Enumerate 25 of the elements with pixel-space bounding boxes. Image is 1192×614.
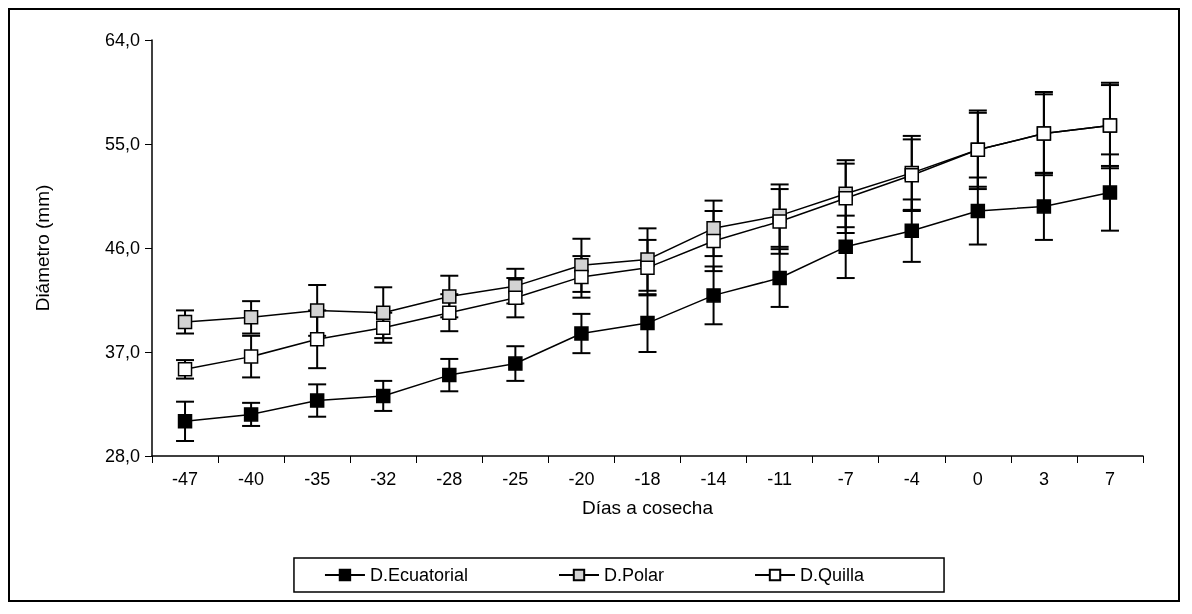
x-tick-label: -18 [634,469,661,489]
y-axis-title: Diámetro (mm) [32,184,53,312]
x-tick-label: -20 [568,469,595,489]
y-tick-label: 64,0 [104,30,140,50]
y-tick-label: 46,0 [104,238,140,258]
legend-label: D.Quilla [800,565,866,585]
y-tick-label: 37,0 [104,342,140,362]
x-axis-title: Días a cosecha [582,497,714,518]
x-tick-label: 7 [1104,469,1115,489]
legend-label: D.Ecuatorial [369,565,469,585]
legend-label: D.Polar [604,565,665,585]
x-tick-label: -40 [238,469,265,489]
x-tick-label: 0 [972,469,983,489]
x-tick-label: -25 [502,469,529,489]
x-tick-label: -47 [172,469,199,489]
x-tick-label: -4 [903,469,920,489]
x-tick-label: -32 [370,469,397,489]
x-tick-label: -14 [700,469,727,489]
x-tick-label: 3 [1038,469,1049,489]
x-tick-label: -35 [304,469,331,489]
y-tick-label: 28,0 [104,446,140,466]
x-tick-label: -28 [436,469,463,489]
y-tick-label: 55,0 [104,134,140,154]
x-tick-label: -11 [767,469,792,489]
x-tick-label: -7 [837,469,854,489]
